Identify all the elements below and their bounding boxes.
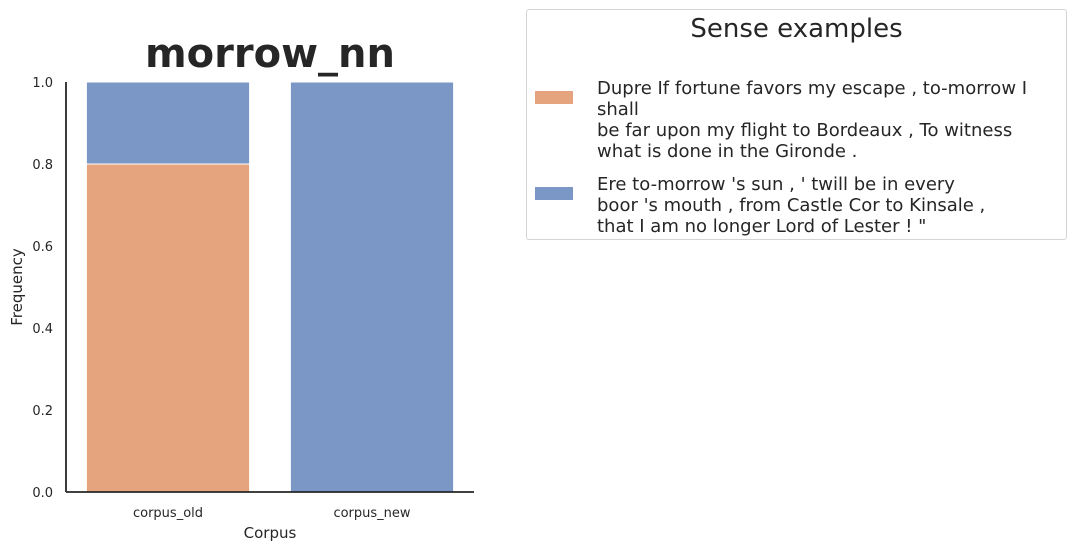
y-tick-label: 0.2 — [32, 404, 53, 419]
stacked-bar-chart: corpus_old corpus_new 0.0 0.2 0.4 0.6 0.8 1.0 m… — [8, 31, 474, 542]
legend: Sense examples Dupre If fortune favors m… — [526, 9, 1067, 240]
legend-swatch — [535, 187, 573, 200]
legend-entry-text: Ere to-morrow 's sun , ' twill be in eve… — [597, 174, 1067, 237]
bars-group — [85, 81, 455, 493]
legend-line: Ere to-morrow 's sun , ' twill be in eve… — [597, 174, 955, 195]
y-tick-label: 1.0 — [32, 76, 53, 91]
x-tick-label: corpus_new — [333, 506, 410, 521]
y-axis-label: Frequency — [8, 248, 26, 326]
legend-line: that I am no longer Lord of Lester ! " — [597, 216, 927, 237]
legend-title: Sense examples — [690, 14, 903, 44]
y-tick-label: 0.6 — [32, 240, 53, 255]
chart-title: morrow_nn — [145, 31, 395, 77]
bar-segment-corpus_new-1 — [289, 81, 455, 493]
bar-segment-corpus_old-0 — [85, 163, 251, 493]
bar-segment-corpus_old-1 — [85, 81, 251, 165]
legend-line: Dupre If fortune favors my escape , to-m… — [597, 78, 1028, 120]
legend-line: boor 's mouth , from Castle Cor to Kinsa… — [597, 195, 986, 216]
legend-entry-text: Dupre If fortune favors my escape , to-m… — [597, 78, 1067, 162]
y-tick-label: 0.0 — [32, 486, 53, 501]
legend-swatch — [535, 91, 573, 104]
legend-line: be far upon my flight to Bordeaux , To w… — [597, 120, 1013, 141]
y-tick-label: 0.8 — [32, 158, 53, 173]
x-tick-label: corpus_old — [133, 506, 203, 521]
y-tick-label: 0.4 — [32, 322, 53, 337]
legend-line: what is done in the Gironde . — [597, 141, 858, 162]
x-axis-label: Corpus — [244, 524, 297, 542]
axes-group: corpus_old corpus_new 0.0 0.2 0.4 0.6 0.8 1.0 — [32, 76, 474, 521]
